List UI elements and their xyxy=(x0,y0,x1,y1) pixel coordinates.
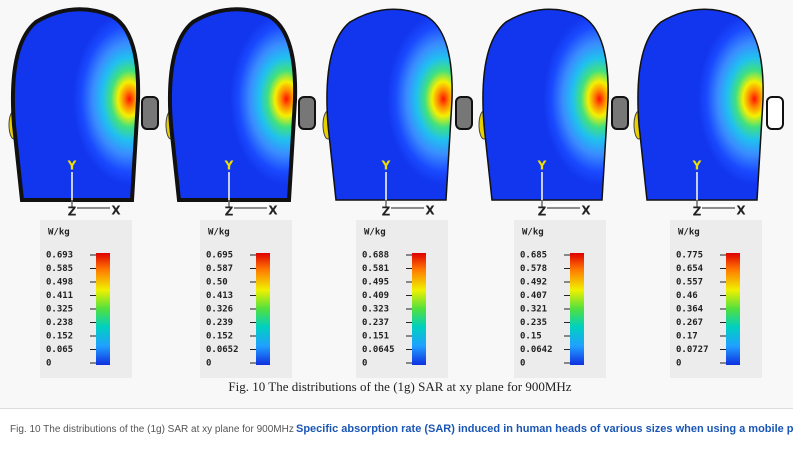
legend-label: 0.46 xyxy=(676,291,698,301)
legend-label: 0.688 xyxy=(362,251,389,261)
axis-label-x: X xyxy=(425,204,435,218)
legend-label: 0.407 xyxy=(520,291,547,301)
legend-label: 0 xyxy=(362,359,367,369)
legend-label: 0.326 xyxy=(206,305,233,315)
legend-label: 0 xyxy=(676,359,681,369)
legend-label: 0.0645 xyxy=(362,345,395,355)
head xyxy=(326,8,453,201)
legend-box xyxy=(40,220,132,378)
phone xyxy=(141,96,159,130)
legend-label: 0.267 xyxy=(676,318,703,328)
legend-label: 0.15 xyxy=(520,332,542,342)
legend-label: 0.685 xyxy=(520,251,547,261)
axis-label-y: Y xyxy=(692,159,702,173)
legend-label: 0.235 xyxy=(520,318,547,328)
legend-label: 0.364 xyxy=(676,305,704,315)
color-bar xyxy=(256,253,270,365)
legend-label: 0.152 xyxy=(206,332,233,342)
legend-unit: W/kg xyxy=(208,228,230,238)
legend-label: 0.693 xyxy=(46,251,73,261)
phone xyxy=(455,96,473,130)
axis-label-x: X xyxy=(736,204,746,218)
axis-label-z: Z xyxy=(225,205,234,219)
legend-label: 0.578 xyxy=(520,264,547,274)
legend-label: 0 xyxy=(520,359,525,369)
legend-label: 0.498 xyxy=(46,278,73,288)
axis-label-y: Y xyxy=(537,159,547,173)
legend-label: 0.323 xyxy=(362,305,389,315)
axis-label-y: Y xyxy=(67,159,77,173)
axis-label-y: Y xyxy=(224,159,234,173)
axis-label-z: Z xyxy=(382,205,391,219)
figure: Fig. 10 The distributions of the (1g) SA… xyxy=(8,7,784,394)
legend-label: 0.321 xyxy=(520,305,547,315)
legend-label: 0 xyxy=(206,359,211,369)
axis-label-x: X xyxy=(581,204,591,218)
color-bar xyxy=(412,253,426,365)
legend-unit: W/kg xyxy=(48,228,70,238)
phone xyxy=(611,96,629,130)
legend-label: 0.239 xyxy=(206,318,233,328)
legend-box xyxy=(670,220,762,378)
legend-box xyxy=(356,220,448,378)
legend-label: 0.409 xyxy=(362,291,389,301)
legend-label: 0.238 xyxy=(46,318,73,328)
axis-label-z: Z xyxy=(693,205,702,219)
axis-label-x: X xyxy=(268,204,278,218)
legend-label: 0.17 xyxy=(676,332,698,342)
legend-label: 0.413 xyxy=(206,291,233,301)
axis-label-x: X xyxy=(111,204,121,218)
source-link[interactable]: Specific absorption rate (SAR) induced i… xyxy=(296,423,793,435)
legend-label: 0.581 xyxy=(362,264,389,274)
legend-label: 0.065 xyxy=(46,345,73,355)
legend-label: 0.587 xyxy=(206,264,233,274)
legend-label: 0.557 xyxy=(676,278,703,288)
caption-text: Fig. 10 The distributions of the (1g) SA… xyxy=(10,424,294,435)
legend-label: 0.775 xyxy=(676,251,703,261)
result-footer: Fig. 10 The distributions of the (1g) SA… xyxy=(0,408,793,452)
axis-label-y: Y xyxy=(381,159,391,173)
legend-label: 0.492 xyxy=(520,278,547,288)
legend-label: 0.654 xyxy=(676,264,704,274)
head xyxy=(10,7,141,202)
legend-label: 0.151 xyxy=(362,332,389,342)
legend-label: 0.695 xyxy=(206,251,233,261)
axis-label-z: Z xyxy=(68,205,77,219)
head xyxy=(167,7,298,202)
legend-unit: W/kg xyxy=(522,228,544,238)
color-bar xyxy=(96,253,110,365)
color-bar xyxy=(726,253,740,365)
legend-label: 0.495 xyxy=(362,278,389,288)
legend-label: 0.0727 xyxy=(676,345,709,355)
legend-unit: W/kg xyxy=(678,228,700,238)
color-bar xyxy=(570,253,584,365)
axis-label-z: Z xyxy=(538,205,547,219)
head xyxy=(482,8,609,201)
legend-label: 0.0642 xyxy=(520,345,553,355)
figure-caption: Fig. 10 The distributions of the (1g) SA… xyxy=(228,379,571,394)
legend-label: 0.152 xyxy=(46,332,73,342)
legend-box xyxy=(514,220,606,378)
legend-label: 0.411 xyxy=(46,291,73,301)
legend-label: 0.237 xyxy=(362,318,389,328)
legend-label: 0.50 xyxy=(206,278,228,288)
legend-label: 0 xyxy=(46,359,51,369)
phone xyxy=(298,96,316,130)
legend-label: 0.0652 xyxy=(206,345,239,355)
legend-label: 0.325 xyxy=(46,305,73,315)
phone xyxy=(766,96,784,130)
legend-unit: W/kg xyxy=(364,228,386,238)
legend-label: 0.585 xyxy=(46,264,73,274)
head xyxy=(637,8,764,201)
legend-box xyxy=(200,220,292,378)
